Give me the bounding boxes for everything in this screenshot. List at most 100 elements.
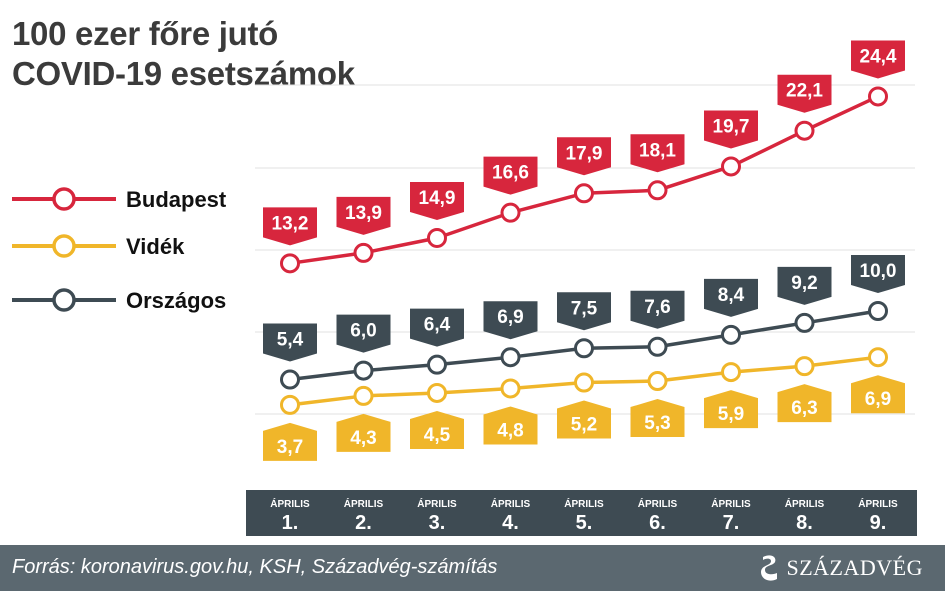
- data-point: [280, 394, 300, 415]
- data-point: [721, 324, 741, 345]
- data-point: [794, 312, 815, 333]
- data-point: [280, 253, 300, 274]
- chart: Budapest Vidék Országos 13,2 13,9 14,9 16,6 17…: [12, 40, 917, 536]
- value-label: 7,5: [571, 298, 598, 319]
- data-point: [647, 371, 668, 392]
- value-label-box: [410, 410, 464, 449]
- value-label: 3,7: [277, 437, 303, 458]
- value-label-box: [777, 74, 832, 113]
- x-tick-day: 4.: [502, 512, 519, 534]
- data-point: [868, 301, 888, 321]
- x-tick-day: 5.: [576, 512, 593, 534]
- value-label-box: [704, 278, 758, 317]
- value-labels: 13,2 13,9 14,9 16,6 17,9 18,1 19,7 22,1 24,4 3,7 4…: [263, 40, 905, 461]
- value-label: 4,8: [497, 420, 523, 441]
- data-point: [721, 362, 741, 383]
- data-point: [500, 347, 521, 368]
- value-label: 22,1: [786, 81, 823, 102]
- value-label-box: [263, 207, 317, 246]
- data-point: [721, 156, 741, 177]
- data-point: [353, 385, 374, 406]
- value-label-box: [410, 181, 464, 220]
- data-point: [353, 360, 374, 381]
- value-label-box: [410, 308, 464, 347]
- x-tick-month: ÁPRILIS: [344, 497, 384, 510]
- data-point: [574, 372, 594, 393]
- value-label: 4,3: [350, 428, 376, 449]
- value-label: 6,4: [424, 315, 451, 336]
- value-label-box: [557, 400, 611, 439]
- value-label-box: [630, 399, 685, 438]
- x-tick-month: ÁPRILIS: [858, 497, 898, 510]
- legend-label: Budapest: [126, 187, 227, 212]
- value-label-box: [336, 196, 391, 235]
- title-line-1: 100 ezer főre jutó: [12, 15, 279, 52]
- x-tick-day: 1.: [282, 512, 299, 534]
- value-label: 5,2: [571, 415, 597, 436]
- value-label: 13,9: [345, 203, 382, 224]
- series-line: [289, 94, 879, 266]
- x-tick-day: 3.: [429, 512, 446, 534]
- value-label: 4,5: [424, 425, 451, 446]
- value-label-box: [851, 40, 905, 79]
- x-tick-day: 6.: [649, 512, 666, 534]
- data-point: [500, 202, 521, 223]
- data-point: [647, 336, 668, 357]
- value-label: 16,6: [492, 163, 529, 184]
- data-point: [500, 378, 521, 399]
- data-point: [868, 86, 888, 107]
- series-lines: [280, 86, 888, 415]
- value-label-box: [851, 255, 905, 293]
- value-label: 6,3: [791, 398, 817, 419]
- value-label: 6,9: [865, 389, 891, 410]
- data-point: [427, 354, 447, 375]
- value-label: 17,9: [566, 143, 603, 164]
- legend-marker: [52, 187, 76, 211]
- x-tick-day: 7.: [723, 512, 740, 534]
- data-point: [794, 120, 815, 141]
- value-label: 5,4: [277, 330, 304, 351]
- value-label-box: [336, 413, 391, 452]
- value-label: 8,4: [718, 285, 745, 306]
- value-label-box: [483, 301, 538, 340]
- x-tick-day: 8.: [796, 512, 813, 534]
- x-tick-month: ÁPRILIS: [564, 497, 604, 510]
- value-label-box: [263, 323, 317, 362]
- x-tick-month: ÁPRILIS: [270, 497, 310, 510]
- value-label-box: [483, 406, 538, 445]
- data-point: [427, 382, 447, 403]
- value-label: 14,9: [419, 188, 456, 209]
- value-label: 19,7: [713, 116, 750, 137]
- data-point: [647, 180, 668, 201]
- x-tick-month: ÁPRILIS: [491, 497, 531, 510]
- value-label: 5,3: [644, 413, 670, 434]
- legend: Budapest Vidék Országos: [12, 187, 227, 313]
- x-tick-month: ÁPRILIS: [711, 497, 751, 510]
- legend-marker: [52, 234, 76, 258]
- value-label: 24,4: [860, 46, 897, 67]
- x-tick-month: ÁPRILIS: [417, 497, 457, 510]
- x-tick-day: 2.: [355, 512, 372, 534]
- value-label-box: [557, 292, 611, 331]
- data-point: [280, 369, 300, 390]
- value-label: 5,9: [718, 404, 744, 425]
- value-label-box: [630, 134, 685, 173]
- value-label-box: [263, 422, 317, 461]
- value-label: 6,0: [350, 321, 376, 342]
- legend-label: Vidék: [126, 234, 185, 259]
- value-label-box: [777, 266, 832, 305]
- data-point: [574, 338, 594, 359]
- value-label-box: [777, 384, 832, 423]
- data-point: [353, 242, 374, 263]
- data-point: [574, 183, 594, 204]
- value-label: 10,0: [860, 261, 897, 282]
- value-label-box: [704, 390, 758, 429]
- szazadveg-logo: SZÁZADVÉG: [759, 553, 924, 583]
- data-point: [868, 347, 888, 368]
- value-label-box: [336, 314, 391, 353]
- x-tick-month: ÁPRILIS: [638, 497, 678, 510]
- legend-marker: [52, 288, 76, 312]
- x-tick-day: 9.: [870, 512, 887, 534]
- value-label: 18,1: [639, 140, 676, 161]
- value-label-box: [557, 137, 611, 176]
